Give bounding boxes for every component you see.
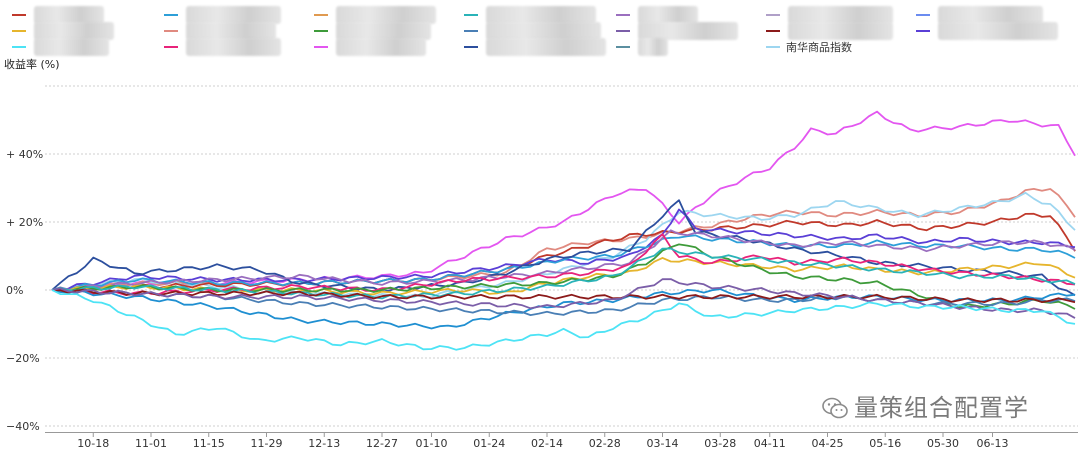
series-line-3	[51, 191, 1076, 299]
x-tick-label: 11-29	[251, 437, 283, 450]
series-line-17	[51, 289, 1076, 351]
legend-label-redacted	[186, 22, 276, 40]
legend-label-redacted	[788, 22, 893, 40]
legend-label-redacted	[486, 22, 601, 40]
y-tick-label: + 20%	[6, 216, 43, 229]
series-line-2	[51, 188, 1076, 292]
legend-swatch	[616, 46, 630, 48]
x-tick-label: 03-28	[704, 437, 736, 450]
series-line-15	[51, 288, 1076, 304]
legend-label-redacted	[186, 38, 281, 56]
legend-swatch	[464, 30, 478, 32]
x-tick-label: 06-13	[977, 437, 1009, 450]
legend-swatch	[164, 46, 178, 48]
watermark: 量策组合配置学	[822, 388, 1029, 423]
series-line-6	[51, 234, 1076, 291]
watermark-text: 量策组合配置学	[854, 394, 1029, 422]
legend-label-redacted	[34, 22, 114, 40]
legend-swatch	[12, 14, 26, 16]
series-line-16	[51, 278, 1076, 319]
legend-swatch	[314, 30, 328, 32]
gridlines	[45, 85, 1078, 427]
x-tick-label: 03-14	[647, 437, 679, 450]
legend-label-redacted	[638, 22, 738, 40]
legend-swatch	[314, 14, 328, 16]
x-tick-label: 02-28	[589, 437, 621, 450]
legend-swatch	[766, 14, 780, 16]
series-line-12	[51, 247, 1076, 300]
legend-swatch	[916, 30, 930, 32]
series-line-4	[51, 212, 1076, 293]
legend-label-redacted	[336, 6, 436, 24]
x-tick-label: 10-18	[77, 437, 109, 450]
legend-swatch	[616, 14, 630, 16]
legend-label-redacted	[486, 6, 596, 24]
legend-swatch	[464, 46, 478, 48]
legend-swatch	[12, 46, 26, 48]
legend-label-redacted	[34, 38, 109, 56]
x-tick-label: 05-16	[869, 437, 901, 450]
legend-swatch	[766, 46, 780, 48]
legend: 南华商品指数	[0, 0, 1080, 58]
legend-label-redacted	[788, 6, 893, 24]
y-tick-label: 0%	[6, 284, 23, 297]
legend-swatch	[616, 30, 630, 32]
x-tick-label: 01-24	[473, 437, 505, 450]
legend-swatch	[12, 30, 26, 32]
x-tick-label: 05-30	[927, 437, 959, 450]
x-tick-label: 12-27	[366, 437, 398, 450]
legend-label-redacted	[336, 38, 426, 56]
legend-swatch	[314, 46, 328, 48]
legend-label: 南华商品指数	[786, 41, 852, 54]
y-tick-label: + 40%	[6, 148, 43, 161]
legend-swatch	[766, 30, 780, 32]
y-tick-label: −20%	[6, 352, 40, 365]
legend-label-redacted	[638, 38, 668, 56]
x-axis: 10-18 11-01 11-15 11-29 12-13 12-27 01-10 01-24…	[45, 432, 1078, 450]
y-tick-label: −40%	[6, 420, 40, 433]
series-line-10	[51, 233, 1076, 296]
legend-label-redacted	[938, 6, 1043, 24]
x-tick-label: 04-11	[754, 437, 786, 450]
legend-label-redacted	[938, 22, 1058, 40]
series-line-7	[51, 199, 1076, 297]
y-axis-title: 收益率 (%)	[4, 58, 60, 71]
series-lines	[51, 110, 1076, 351]
legend-swatch	[164, 14, 178, 16]
wechat-icon	[822, 397, 848, 419]
x-tick-label: 02-14	[531, 437, 563, 450]
legend-label-redacted	[186, 6, 281, 24]
series-line-1	[51, 110, 1076, 292]
legend-label-redacted	[638, 6, 698, 24]
x-tick-label: 11-15	[193, 437, 225, 450]
legend-label-redacted	[34, 6, 104, 24]
x-tick-label: 04-25	[812, 437, 844, 450]
x-tick-label: 01-10	[416, 437, 448, 450]
y-axis-ticks: + 40% + 20% 0% −20% −40%	[6, 148, 43, 433]
x-tick-label: 11-01	[135, 437, 167, 450]
legend-swatch	[164, 30, 178, 32]
legend-label-redacted	[336, 22, 431, 40]
legend-label-redacted	[486, 38, 606, 56]
legend-swatch	[464, 14, 478, 16]
legend-swatch	[916, 14, 930, 16]
x-tick-label: 12-13	[308, 437, 340, 450]
